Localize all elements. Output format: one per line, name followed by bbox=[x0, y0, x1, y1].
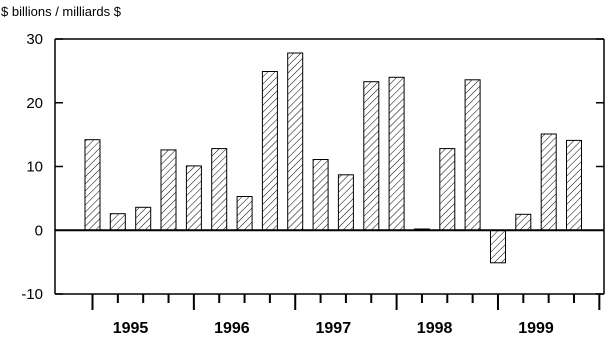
bar bbox=[312, 159, 329, 231]
year-label: 1998 bbox=[417, 320, 453, 337]
y-tick-label: 20 bbox=[26, 95, 43, 112]
bar bbox=[135, 206, 152, 231]
bar bbox=[490, 229, 506, 264]
bar bbox=[84, 139, 101, 231]
year-label: 1999 bbox=[518, 320, 554, 337]
bar bbox=[185, 165, 202, 231]
y-tick-label: 30 bbox=[26, 31, 43, 48]
bar bbox=[261, 71, 278, 231]
unit-label: $ billions / milliards $ bbox=[1, 4, 122, 19]
bar bbox=[515, 213, 532, 231]
bar bbox=[109, 213, 126, 231]
bar bbox=[540, 133, 557, 231]
bar bbox=[363, 81, 380, 231]
y-tick-label: -10 bbox=[21, 286, 43, 303]
year-label: 1995 bbox=[113, 320, 149, 337]
bar bbox=[439, 148, 456, 231]
y-tick-label: 0 bbox=[35, 222, 43, 239]
bar bbox=[464, 79, 481, 231]
bar bbox=[287, 52, 304, 231]
plot-area: 30 20 10 0 -10 1995 1996 1997 1998 1999 bbox=[21, 31, 605, 337]
bar bbox=[160, 149, 177, 231]
year-label: 1997 bbox=[316, 320, 352, 337]
bar bbox=[388, 76, 405, 231]
year-label: 1996 bbox=[214, 320, 250, 337]
bar bbox=[236, 196, 253, 231]
bar bbox=[337, 174, 354, 231]
bar bbox=[566, 139, 582, 231]
bar bbox=[211, 148, 228, 231]
y-tick-label: 10 bbox=[26, 159, 43, 176]
